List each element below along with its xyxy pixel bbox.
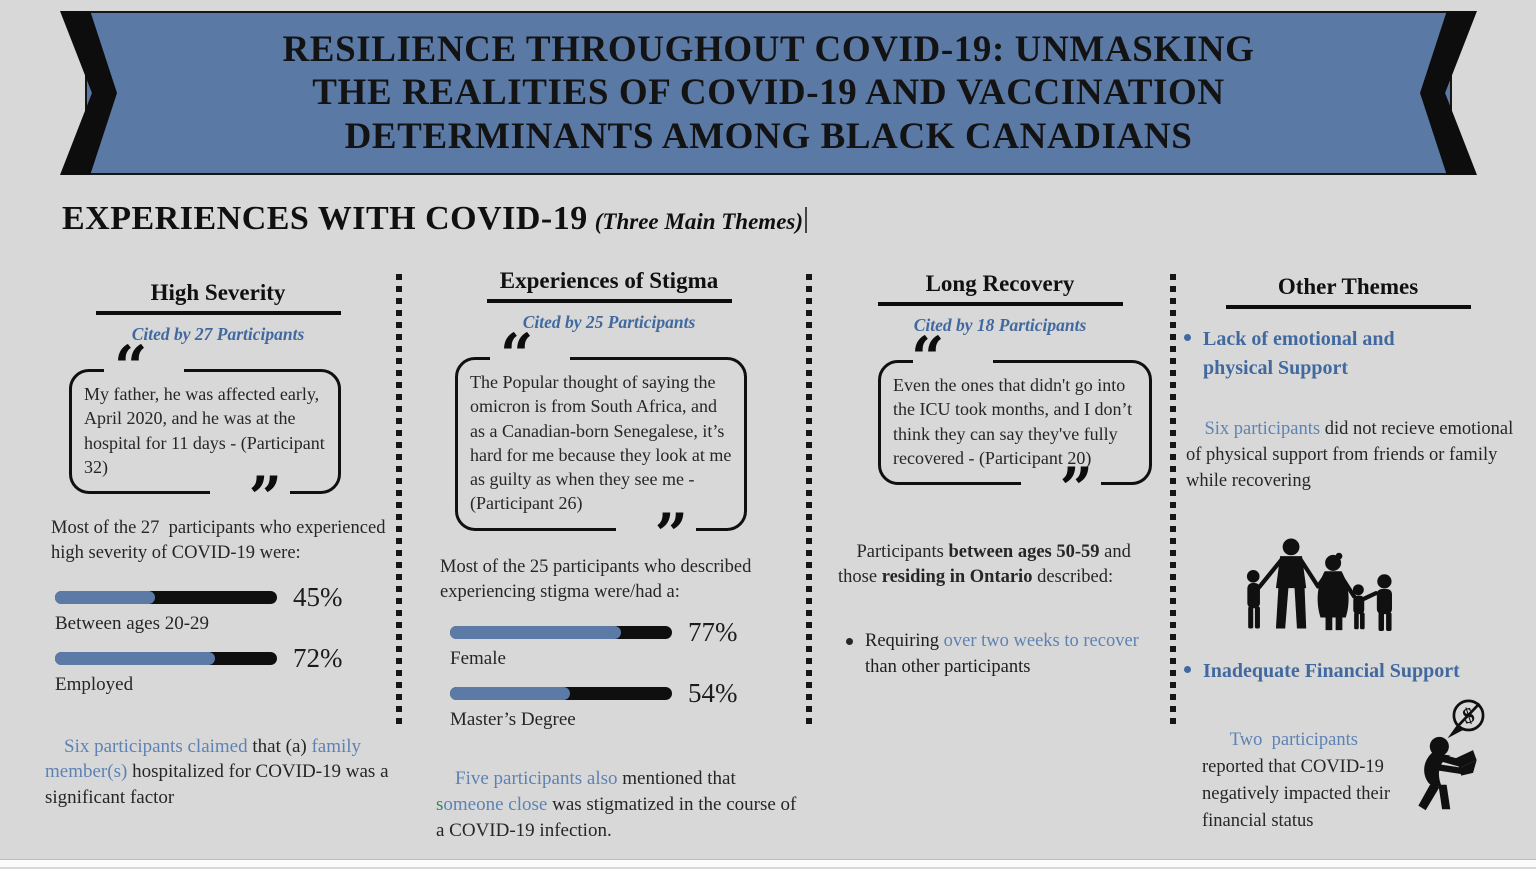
- emotional-support-text: Six participants did not recieve emotion…: [1186, 418, 1518, 491]
- quote-box: “ Even the ones that didn't go into the …: [878, 329, 1152, 518]
- column-high-severity: High Severity Cited by 27 Participants “…: [45, 280, 391, 836]
- bar-percent: 45%: [293, 582, 343, 613]
- bar-fill: [55, 591, 155, 605]
- no-money-wallet-icon: $: [1412, 692, 1494, 861]
- stat-bar: 54%: [450, 677, 800, 708]
- bar-label: Employed: [55, 674, 134, 696]
- section-title: EXPERIENCES WITH COVID-19: [62, 200, 588, 237]
- section-heading[interactable]: EXPERIENCES WITH COVID-19 (Three Main Th…: [62, 200, 808, 238]
- column-title: High Severity: [150, 280, 286, 305]
- stat-bars: 45% Between ages 20-29 72% Employed: [55, 584, 391, 696]
- theme-bullet-financial: Inadequate Financial Support: [1180, 657, 1516, 686]
- bar-track: [450, 686, 672, 700]
- recovery-paragraph: Participants between ages 50-59 and thos…: [838, 542, 1136, 588]
- column-long-recovery: Long Recovery Cited by 18 Participants “…: [832, 271, 1168, 681]
- family-icon: [1228, 530, 1516, 647]
- bullet-icon: [1184, 334, 1191, 341]
- column-divider: [806, 274, 812, 726]
- text-cursor: [805, 207, 808, 233]
- financial-support-block: Two participants reported that COVID-19 …: [1202, 699, 1516, 861]
- column-other-themes: Other Themes Lack of emotional and physi…: [1180, 274, 1516, 861]
- column-divider: [1170, 274, 1176, 726]
- quote-box: “ My father, he was affected early, Apri…: [69, 338, 341, 527]
- title-underline: [486, 299, 732, 303]
- title-underline: [1225, 305, 1471, 309]
- note-text: Five participants also mentioned that so…: [436, 768, 802, 841]
- title-underline: [95, 311, 341, 315]
- close-quote-icon: ”: [248, 464, 282, 533]
- column-title: Long Recovery: [925, 271, 1075, 296]
- stat-bars: 77% Female 54% Master’s Degree: [450, 616, 800, 731]
- column-stigma: Experiences of Stigma Cited by 25 Partic…: [418, 268, 800, 869]
- section-subtitle: (Three Main Themes): [594, 209, 804, 234]
- bar-fill: [55, 652, 215, 666]
- bar-track: [55, 591, 277, 605]
- banner-title-line2: THE REALITIES OF COVID-19 AND VACCINATIO…: [312, 72, 1225, 114]
- bar-label: Master’s Degree: [450, 708, 576, 730]
- open-quote-icon: “: [114, 333, 148, 401]
- close-quote-icon: ”: [1059, 455, 1093, 524]
- title-underline: [877, 302, 1123, 306]
- quote-text: My father, he was affected early, April …: [84, 384, 325, 477]
- open-quote-icon: “: [911, 324, 945, 392]
- bar-percent: 77%: [688, 616, 738, 647]
- close-quote-icon: ”: [654, 500, 688, 569]
- recovery-bullet: Requiring over two weeks to recover than…: [832, 629, 1168, 681]
- cited-by-label: Cited by 18 Participants: [913, 315, 1087, 335]
- quote-text: The Popular thought of saying the omicro…: [470, 372, 732, 514]
- bar-label: Female: [450, 647, 506, 669]
- intro-text: Most of the 27 participants who experien…: [51, 518, 391, 564]
- bullet-icon: [846, 638, 853, 646]
- cited-by-label: Cited by 27 Participants: [131, 324, 305, 344]
- stat-bar: 72%: [55, 645, 391, 672]
- bullet-icon: [1184, 666, 1191, 674]
- bar-fill: [450, 686, 570, 700]
- quote-text: Even the ones that didn't go into the IC…: [893, 375, 1133, 468]
- bar-track: [55, 652, 277, 666]
- title-banner: RESILIENCE THROUGHOUT COVID-19: UNMASKIN…: [60, 11, 1477, 175]
- bar-percent: 54%: [688, 677, 738, 708]
- quote-box: “ The Popular thought of saying the omic…: [455, 326, 747, 564]
- bar-track: [450, 625, 672, 639]
- stat-bar: 77%: [450, 616, 800, 647]
- financial-support-text: Two participants reported that COVID-19 …: [1202, 730, 1395, 831]
- bottom-strip: [0, 859, 1536, 867]
- column-title: Other Themes: [1277, 274, 1419, 299]
- column-title: Experiences of Stigma: [499, 268, 719, 293]
- bar-fill: [450, 625, 621, 639]
- stat-bar: 45%: [55, 584, 391, 611]
- banner-title-line1: RESILIENCE THROUGHOUT COVID-19: UNMASKIN…: [282, 29, 1255, 71]
- bar-label: Between ages 20-29: [55, 613, 210, 635]
- note-text: Six participants claimed that (a) family…: [45, 735, 394, 809]
- banner-ribbon-body: RESILIENCE THROUGHOUT COVID-19: UNMASKIN…: [85, 11, 1452, 175]
- open-quote-icon: “: [500, 321, 534, 389]
- bar-percent: 72%: [293, 643, 343, 674]
- cited-by-label: Cited by 25 Participants: [522, 312, 696, 332]
- intro-text: Most of the 25 participants who describe…: [440, 556, 756, 602]
- column-divider: [396, 274, 402, 726]
- theme-bullet-emotional: Lack of emotional and physical Support: [1180, 325, 1516, 383]
- banner-title-line3: DETERMINANTS AMONG BLACK CANADIANS: [344, 115, 1193, 157]
